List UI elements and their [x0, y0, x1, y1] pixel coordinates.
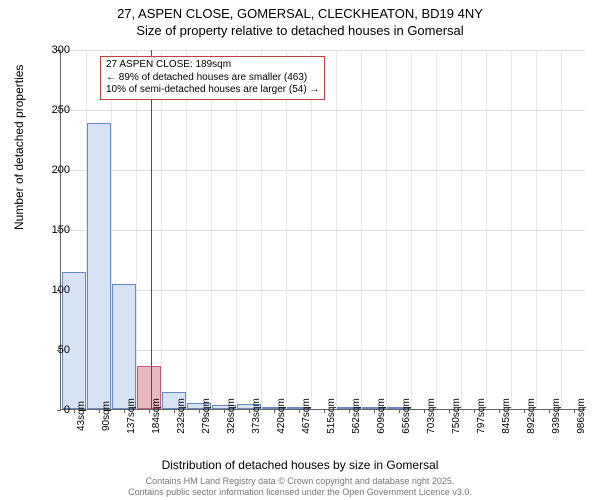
title-line-2: Size of property relative to detached ho… — [0, 23, 600, 40]
xtick-mark — [174, 409, 175, 413]
ytick-label: 300 — [40, 44, 70, 56]
gridline-v — [261, 50, 262, 409]
xtick-mark — [549, 409, 550, 413]
chart-area: 27 ASPEN CLOSE: 189sqm ← 89% of detached… — [60, 50, 585, 410]
xtick-mark — [449, 409, 450, 413]
xtick-label: 703sqm — [426, 398, 437, 434]
xtick-label: 184sqm — [151, 398, 162, 434]
xtick-label: 939sqm — [551, 398, 562, 434]
gridline-v — [211, 50, 212, 409]
xtick-mark — [424, 409, 425, 413]
xtick-label: 467sqm — [301, 398, 312, 434]
gridline-v — [511, 50, 512, 409]
gridline — [61, 290, 585, 291]
xtick-label: 845sqm — [501, 398, 512, 434]
histogram-bar — [87, 123, 111, 409]
xtick-label: 373sqm — [251, 398, 262, 434]
gridline-v — [561, 50, 562, 409]
gridline-v — [236, 50, 237, 409]
xtick-mark — [474, 409, 475, 413]
footer: Contains HM Land Registry data © Crown c… — [0, 476, 600, 498]
xtick-mark — [224, 409, 225, 413]
xtick-mark — [574, 409, 575, 413]
ytick-label: 250 — [40, 104, 70, 116]
gridline-v — [286, 50, 287, 409]
gridline-v — [411, 50, 412, 409]
y-axis-label: Number of detached properties — [12, 65, 26, 230]
gridline — [61, 170, 585, 171]
xtick-label: 43sqm — [76, 401, 87, 431]
gridline-v — [336, 50, 337, 409]
ytick-label: 150 — [40, 224, 70, 236]
xtick-mark — [274, 409, 275, 413]
xtick-mark — [99, 409, 100, 413]
xtick-label: 326sqm — [226, 398, 237, 434]
gridline-v — [436, 50, 437, 409]
gridline-v — [136, 50, 137, 409]
xtick-label: 892sqm — [526, 398, 537, 434]
callout-line-1: 27 ASPEN CLOSE: 189sqm — [106, 59, 319, 72]
xtick-mark — [74, 409, 75, 413]
xtick-label: 609sqm — [376, 398, 387, 434]
xtick-label: 656sqm — [401, 398, 412, 434]
gridline-v — [386, 50, 387, 409]
gridline-v — [461, 50, 462, 409]
xtick-mark — [399, 409, 400, 413]
xtick-mark — [374, 409, 375, 413]
xtick-label: 232sqm — [176, 398, 187, 434]
plot-region — [60, 50, 585, 410]
gridline-v — [186, 50, 187, 409]
gridline — [61, 110, 585, 111]
xtick-label: 750sqm — [451, 398, 462, 434]
xtick-label: 279sqm — [201, 398, 212, 434]
marker-line — [151, 50, 152, 409]
ytick-label: 0 — [40, 404, 70, 416]
xtick-label: 986sqm — [576, 398, 587, 434]
gridline — [61, 230, 585, 231]
footer-line-2: Contains public sector information licen… — [0, 487, 600, 498]
xtick-label: 420sqm — [276, 398, 287, 434]
gridline-v — [536, 50, 537, 409]
title-line-1: 27, ASPEN CLOSE, GOMERSAL, CLECKHEATON, … — [0, 6, 600, 23]
gridline-v — [311, 50, 312, 409]
chart-container: 27, ASPEN CLOSE, GOMERSAL, CLECKHEATON, … — [0, 0, 600, 500]
xtick-mark — [199, 409, 200, 413]
xtick-label: 137sqm — [126, 398, 137, 434]
chart-title: 27, ASPEN CLOSE, GOMERSAL, CLECKHEATON, … — [0, 0, 600, 40]
callout-line-3: 10% of semi-detached houses are larger (… — [106, 84, 319, 97]
x-axis-label: Distribution of detached houses by size … — [0, 458, 600, 472]
xtick-label: 562sqm — [351, 398, 362, 434]
xtick-mark — [349, 409, 350, 413]
xtick-mark — [499, 409, 500, 413]
xtick-label: 515sqm — [326, 398, 337, 434]
gridline-v — [361, 50, 362, 409]
callout-line-2: ← 89% of detached houses are smaller (46… — [106, 72, 319, 85]
xtick-mark — [124, 409, 125, 413]
histogram-bar — [112, 284, 136, 409]
gridline — [61, 350, 585, 351]
xtick-mark — [299, 409, 300, 413]
ytick-label: 100 — [40, 284, 70, 296]
xtick-mark — [149, 409, 150, 413]
gridline-v — [161, 50, 162, 409]
ytick-label: 50 — [40, 344, 70, 356]
gridline — [61, 50, 585, 51]
footer-line-1: Contains HM Land Registry data © Crown c… — [0, 476, 600, 487]
callout-box: 27 ASPEN CLOSE: 189sqm ← 89% of detached… — [100, 56, 325, 100]
xtick-label: 90sqm — [101, 401, 112, 431]
gridline-v — [486, 50, 487, 409]
ytick-label: 200 — [40, 164, 70, 176]
xtick-mark — [524, 409, 525, 413]
xtick-mark — [324, 409, 325, 413]
xtick-label: 797sqm — [476, 398, 487, 434]
xtick-mark — [249, 409, 250, 413]
